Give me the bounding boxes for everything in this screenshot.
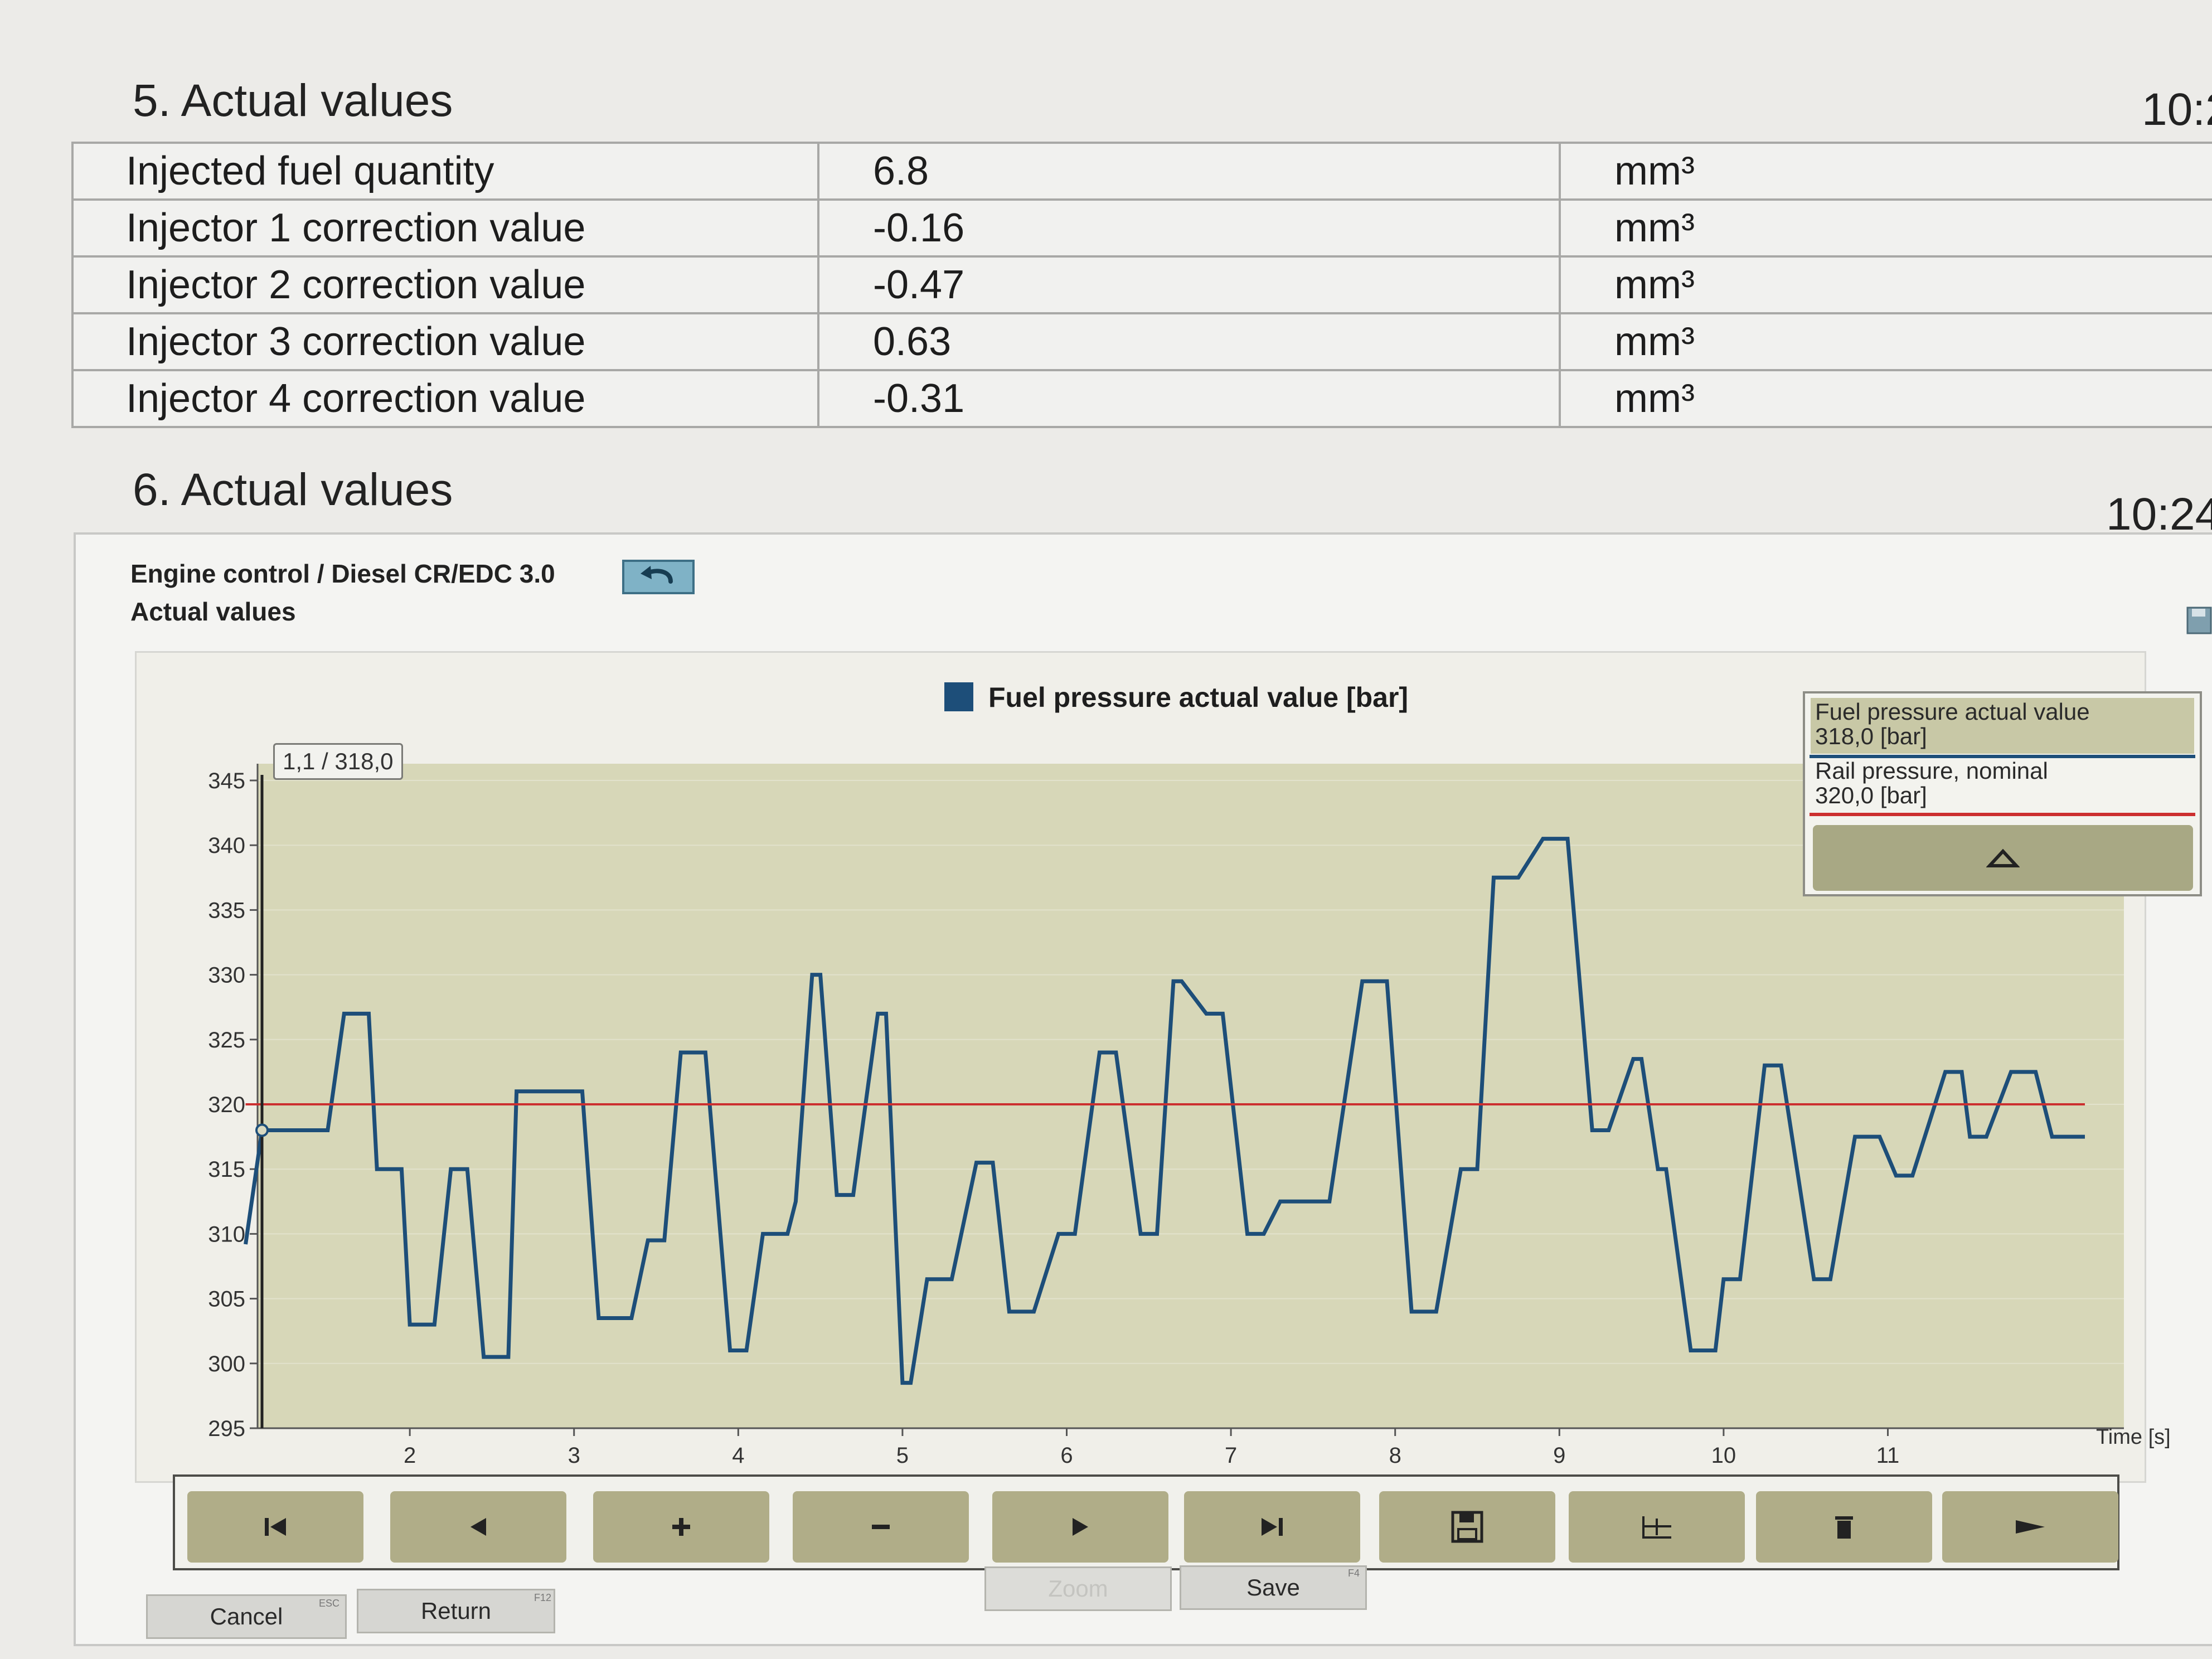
table-row: Injector 2 correction value -0.47 mm³ xyxy=(71,255,2212,314)
section6-time: 10:24 xyxy=(2106,489,2212,540)
x-tick-label: 2 xyxy=(404,1443,416,1468)
x-tick-label: 7 xyxy=(1225,1443,1237,1468)
cursor-marker xyxy=(255,1123,269,1137)
value-number: -0.16 xyxy=(817,198,1561,258)
zoom-in-button[interactable] xyxy=(593,1491,769,1563)
panel-subtitle: Actual values xyxy=(130,597,296,626)
cancel-button[interactable]: Cancel xyxy=(146,1594,347,1639)
step-back-button[interactable] xyxy=(390,1491,566,1563)
value-unit: mm³ xyxy=(1559,255,2212,314)
skip-to-start-icon xyxy=(265,1518,286,1536)
x-tick-label: 3 xyxy=(568,1443,580,1468)
fuel-pressure-actual-line xyxy=(244,837,2085,1385)
x-tick-label: 8 xyxy=(1389,1443,1401,1468)
back-button[interactable] xyxy=(622,560,695,594)
cursor-readout: 1,1 / 318,0 xyxy=(273,743,403,780)
save-label: Save xyxy=(1246,1574,1300,1600)
next-arrow-icon xyxy=(2016,1520,2045,1534)
trash-icon xyxy=(1835,1516,1853,1539)
value-unit: mm³ xyxy=(1559,369,2212,428)
table-row: Injector 4 correction value -0.31 mm³ xyxy=(71,369,2212,428)
save-button[interactable]: Save xyxy=(1180,1565,1367,1610)
value-name: Injector 3 correction value xyxy=(71,312,819,371)
chart-settings-icon xyxy=(1642,1516,1671,1539)
zoom-out-icon xyxy=(872,1525,890,1529)
breadcrumb: Engine control / Diesel CR/EDC 3.0 xyxy=(130,559,555,588)
return-arrow-icon xyxy=(641,566,673,584)
value-number: -0.47 xyxy=(817,255,1561,314)
x-tick-label: 11 xyxy=(1876,1443,1900,1468)
value-number: 0.63 xyxy=(817,312,1561,371)
info-row2-value: 320,0 [bar] xyxy=(1815,782,1927,808)
info-row1-name: Fuel pressure actual value xyxy=(1815,698,2090,725)
info-row2-name: Rail pressure, nominal xyxy=(1815,758,2048,784)
save-chart-button[interactable] xyxy=(1379,1491,1555,1563)
info-row-highlight xyxy=(1811,698,2194,754)
return-button[interactable]: Return xyxy=(357,1589,555,1633)
save-icon[interactable] xyxy=(2186,607,2212,634)
signal-info-box: Fuel pressure actual value 318,0 [bar] R… xyxy=(1803,691,2202,896)
x-tick-label: 6 xyxy=(1060,1443,1073,1468)
value-number: 6.8 xyxy=(817,142,1561,201)
save-icon xyxy=(1451,1511,1483,1543)
x-axis-label: Time [s] xyxy=(2096,1425,2171,1449)
cancel-label: Cancel xyxy=(210,1603,283,1629)
chart-settings-button[interactable] xyxy=(1569,1491,1745,1563)
chart-toolbar xyxy=(173,1474,2119,1570)
x-tick-label: 9 xyxy=(1553,1443,1565,1468)
value-unit: mm³ xyxy=(1559,198,2212,258)
skip-to-start-button[interactable] xyxy=(187,1491,363,1563)
value-name: Injector 1 correction value xyxy=(71,198,819,258)
y-tick-label: 305 xyxy=(208,1287,245,1312)
y-tick-label: 295 xyxy=(208,1417,245,1441)
legend-label: Fuel pressure actual value [bar] xyxy=(988,682,1409,713)
skip-to-end-button[interactable] xyxy=(1184,1491,1360,1563)
section5-title: 5. Actual values xyxy=(133,75,453,126)
y-tick-label: 315 xyxy=(208,1157,245,1182)
collapse-button[interactable] xyxy=(1813,825,2193,891)
play-icon xyxy=(1073,1518,1088,1536)
value-unit: mm³ xyxy=(1559,142,2212,201)
table-row: Injector 3 correction value 0.63 mm³ xyxy=(71,312,2212,371)
value-number: -0.31 xyxy=(817,369,1561,428)
zoom-label: Zoom xyxy=(1048,1575,1108,1602)
table-row: Injector 1 correction value -0.16 mm³ xyxy=(71,198,2212,258)
next-button[interactable] xyxy=(1942,1491,2118,1563)
step-back-icon xyxy=(470,1518,486,1536)
y-tick-label: 325 xyxy=(208,1028,245,1052)
y-tick-label: 345 xyxy=(208,769,245,793)
x-tick-label: 4 xyxy=(732,1443,744,1468)
x-tick-label: 10 xyxy=(1711,1443,1736,1468)
info-row1-line xyxy=(1810,755,2195,758)
zoom-in-icon xyxy=(672,1518,690,1536)
legend-swatch xyxy=(944,682,973,711)
y-tick-label: 300 xyxy=(208,1352,245,1376)
value-name: Injected fuel quantity xyxy=(71,142,819,201)
y-tick-label: 330 xyxy=(208,963,245,988)
info-row2-line xyxy=(1810,813,2195,816)
save-hotkey: F4 xyxy=(1348,1568,1360,1579)
zoom-button: Zoom xyxy=(984,1566,1172,1611)
info-row1-value: 318,0 [bar] xyxy=(1815,723,1927,749)
table-row: Injected fuel quantity 6.8 mm³ xyxy=(71,142,2212,201)
y-tick-label: 335 xyxy=(208,898,245,923)
section6-title: 6. Actual values xyxy=(133,464,453,515)
y-tick-label: 320 xyxy=(208,1093,245,1117)
value-name: Injector 2 correction value xyxy=(71,255,819,314)
cancel-hotkey: ESC xyxy=(319,1598,340,1609)
y-tick-label: 340 xyxy=(208,833,245,858)
x-tick-label: 5 xyxy=(896,1443,909,1468)
values-table: Injected fuel quantity 6.8 mm³ Injector … xyxy=(71,142,2212,428)
section5-time: 10:2 xyxy=(2142,84,2212,135)
value-unit: mm³ xyxy=(1559,312,2212,371)
value-name: Injector 4 correction value xyxy=(71,369,819,428)
collapse-up-icon xyxy=(1986,848,2020,867)
y-tick-label: 310 xyxy=(208,1222,245,1246)
return-label: Return xyxy=(420,1598,492,1624)
skip-to-end-icon xyxy=(1262,1518,1283,1536)
delete-button[interactable] xyxy=(1756,1491,1932,1563)
zoom-out-button[interactable] xyxy=(793,1491,969,1563)
play-button[interactable] xyxy=(992,1491,1168,1563)
return-hotkey: F12 xyxy=(534,1592,552,1603)
